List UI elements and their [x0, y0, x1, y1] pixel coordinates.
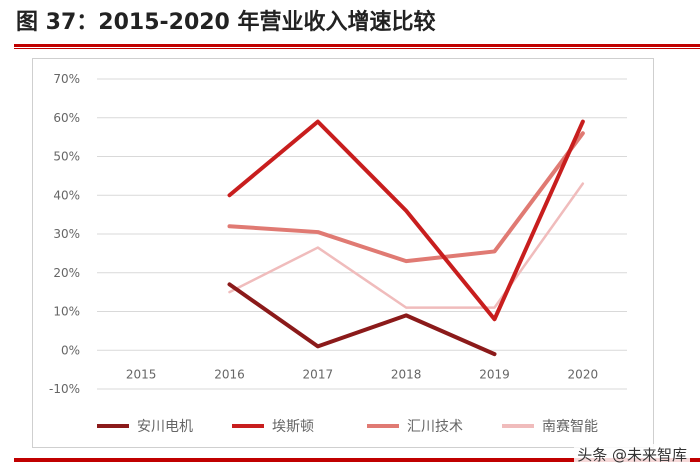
y-tick-label: 30%	[53, 227, 80, 241]
y-tick-label: 20%	[53, 266, 80, 280]
series-line-3	[227, 131, 585, 264]
y-tick-label: 10%	[53, 305, 80, 319]
watermark: 头条 @未来智库	[574, 444, 690, 465]
series-line-1	[227, 282, 497, 357]
y-tick-label: 40%	[53, 188, 80, 202]
series-line-2	[227, 119, 585, 322]
x-tick-label: 2019	[479, 367, 510, 381]
series-line-4	[228, 182, 585, 309]
x-tick-label: 2016	[214, 367, 245, 381]
bottom-rule	[14, 458, 700, 462]
gridlines	[97, 78, 627, 390]
legend-label: 南赛智能	[542, 419, 598, 435]
title-underline	[14, 44, 700, 47]
x-axis-ticks: 2015 2016 2017 2018 2019 2020	[126, 367, 598, 381]
legend-label: 安川电机	[137, 419, 193, 435]
x-tick-label: 2018	[391, 367, 422, 381]
chart-title: 图 37：2015-2020 年营业收入增速比较	[16, 10, 436, 35]
y-tick-label: 70%	[53, 72, 80, 86]
chart-frame	[32, 58, 654, 448]
y-tick-label: 50%	[53, 150, 80, 164]
x-tick-label: 2017	[303, 367, 334, 381]
y-axis-ticks: 70% 60% 50% 40% 30% 20% 10% 0% -10%	[49, 72, 80, 396]
x-tick-label: 2020	[568, 367, 599, 381]
y-tick-label: -10%	[49, 382, 80, 396]
legend: 安川电机 埃斯顿 汇川技术 南赛智能	[97, 419, 598, 435]
series-lines	[227, 119, 585, 357]
title-underline-thin	[14, 48, 700, 49]
y-tick-label: 60%	[53, 111, 80, 125]
x-tick-label: 2015	[126, 367, 157, 381]
y-tick-label: 0%	[61, 343, 80, 357]
legend-label: 埃斯顿	[272, 419, 314, 435]
legend-label: 汇川技术	[407, 419, 463, 435]
